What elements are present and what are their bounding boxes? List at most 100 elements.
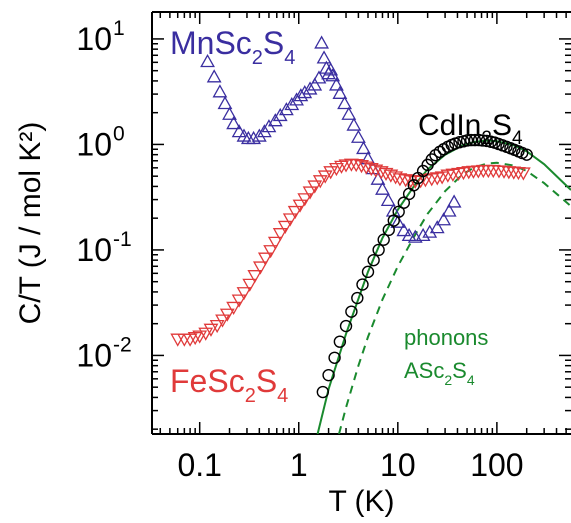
label-cdin2s4-mid: S [492, 109, 512, 142]
data-point [257, 252, 273, 266]
label-asc2s4-sub2: 4 [467, 372, 475, 388]
data-point [314, 35, 329, 49]
data-point [307, 180, 323, 194]
data-point [332, 85, 348, 99]
data-point [226, 301, 242, 315]
data-point [346, 117, 362, 131]
data-point [217, 95, 233, 110]
data-point [407, 179, 421, 192]
label-mnsc2s4: MnSc2S4 [170, 25, 295, 69]
data-point [396, 223, 412, 237]
data-point [345, 305, 358, 318]
data-point [392, 173, 408, 187]
data-point [415, 227, 431, 242]
label-asc2s4: ASc2S4 [404, 358, 475, 388]
label-mnsc2s4-sub1: 2 [252, 47, 263, 69]
data-point [422, 224, 438, 238]
data-point [209, 319, 225, 334]
data-point [200, 54, 215, 68]
data-point [356, 278, 369, 291]
data-point [222, 106, 237, 120]
data-point [333, 335, 347, 348]
data-point [429, 220, 445, 234]
data-point [289, 92, 304, 106]
data-point [323, 62, 339, 76]
data-point [390, 214, 406, 228]
data-point [451, 167, 466, 181]
label-fesc2s4-sub1: 2 [245, 385, 256, 407]
data-point [322, 368, 335, 382]
data-point [307, 77, 323, 91]
data-point [312, 175, 328, 189]
y-tick-label: 10 [76, 232, 112, 268]
data-point [358, 161, 374, 175]
data-point [231, 124, 247, 138]
data-point [192, 330, 208, 344]
fit-curve-solid [316, 139, 571, 434]
data-point [284, 96, 300, 111]
data-point [293, 88, 309, 102]
data-point [446, 194, 462, 208]
label-mnsc2s4-base: MnSc [170, 25, 252, 61]
data-point [425, 153, 438, 166]
label-mnsc2s4-mid: S [263, 25, 284, 61]
data-point [302, 81, 318, 95]
data-point [401, 227, 417, 242]
data-point [436, 212, 452, 226]
data-point [468, 133, 482, 147]
data-point [380, 192, 396, 206]
data-point [316, 385, 330, 399]
data-point [203, 323, 219, 337]
data-point [460, 134, 474, 147]
data-point [339, 319, 353, 333]
data-point [385, 203, 401, 217]
data-point [441, 203, 457, 217]
data-point [297, 85, 313, 99]
data-point [263, 245, 279, 259]
data-point [392, 205, 405, 218]
data-point [325, 68, 341, 82]
data-point [382, 223, 395, 237]
label-asc2s4-sub1: 2 [444, 372, 452, 388]
x-tick-label: 100 [470, 447, 523, 483]
data-point [361, 265, 375, 279]
data-point [292, 199, 308, 213]
data-point [267, 236, 283, 250]
label-cdin2s4: CdIn2S4 [418, 109, 523, 149]
data-point [282, 213, 298, 227]
data-point [247, 270, 263, 284]
data-point [515, 167, 531, 181]
data-point [242, 278, 258, 292]
data-point [206, 69, 222, 83]
data-point [351, 291, 364, 305]
y-tick-label: 10 [76, 126, 112, 162]
data-point [219, 308, 235, 322]
y-tick-exponent: -2 [113, 333, 132, 356]
data-point [367, 253, 380, 267]
x-tick-label: 0.1 [177, 447, 221, 483]
y-tick-label: 10 [76, 21, 112, 57]
x-axis-title: T (K) [328, 485, 394, 518]
data-point [277, 220, 293, 234]
label-cdin2s4-base: CdIn [418, 109, 481, 142]
data-point [388, 171, 404, 185]
data-layer [170, 35, 571, 434]
data-point [348, 158, 364, 173]
data-point [329, 77, 344, 91]
label-fesc2s4: FeSc2S4 [170, 363, 288, 407]
label-asc2s4-mid: S [452, 358, 467, 383]
data-point [287, 205, 303, 220]
data-point [398, 174, 414, 188]
label-fesc2s4-mid: S [256, 363, 277, 399]
x-tick-label: 10 [380, 447, 416, 483]
data-point [311, 70, 327, 84]
data-point [350, 129, 366, 143]
data-point [429, 172, 445, 186]
data-point [187, 332, 203, 346]
data-point [429, 149, 442, 162]
label-phonons: phonons [404, 325, 488, 350]
data-point [354, 160, 369, 174]
data-point [368, 164, 384, 178]
data-point [472, 133, 486, 147]
